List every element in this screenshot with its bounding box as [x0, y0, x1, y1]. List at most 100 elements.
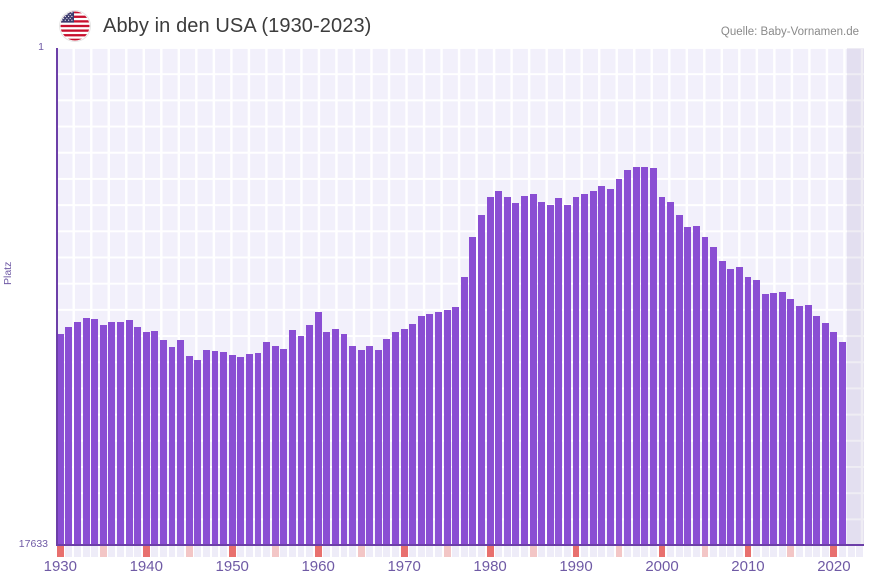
x-axis-tick — [572, 546, 580, 557]
bar — [125, 320, 133, 545]
x-axis-tick — [151, 546, 159, 557]
x-axis-tick — [228, 546, 236, 557]
bar — [288, 330, 296, 545]
x-axis-tick — [160, 546, 167, 557]
x-axis-tick — [271, 546, 279, 557]
x-axis-tick — [323, 546, 331, 557]
bar-series — [56, 48, 864, 545]
bar — [228, 355, 236, 545]
x-axis-tick — [237, 546, 245, 557]
bar — [512, 203, 520, 545]
x-axis-tick — [727, 546, 735, 557]
x-axis-tick — [538, 546, 546, 557]
x-axis-tick — [830, 546, 838, 557]
bar — [151, 331, 159, 545]
bar — [813, 316, 821, 545]
x-axis-tick — [839, 546, 846, 557]
x-axis-tick — [185, 546, 193, 557]
x-axis-tick — [546, 546, 554, 557]
x-axis-tick-label: 1930 — [43, 558, 77, 575]
bar — [469, 236, 477, 545]
x-axis-tick — [649, 546, 657, 557]
bar — [606, 189, 614, 545]
bar — [443, 310, 451, 545]
bar — [220, 352, 228, 545]
x-axis-tick-label: 2000 — [645, 558, 679, 575]
y-axis-top-label: 1 — [38, 41, 44, 53]
bar — [546, 205, 554, 545]
bar — [74, 322, 81, 545]
x-axis-tick — [202, 546, 210, 557]
bar — [374, 350, 382, 545]
x-axis-tick — [753, 546, 760, 557]
x-axis-tick — [245, 546, 253, 557]
bar — [409, 324, 417, 545]
bar — [787, 299, 795, 545]
x-axis-tick — [91, 546, 99, 557]
x-axis-tick — [770, 546, 778, 557]
x-axis-tick — [288, 546, 296, 557]
x-axis-tick — [306, 546, 313, 557]
bar — [804, 305, 812, 545]
x-axis-tick — [56, 546, 64, 557]
x-axis-tick — [804, 546, 812, 557]
bar — [211, 351, 219, 545]
x-axis-tick — [168, 546, 176, 557]
bar — [452, 307, 460, 545]
us-flag-icon — [60, 11, 90, 41]
bar — [478, 214, 485, 545]
bar — [761, 293, 769, 545]
bar — [615, 179, 623, 545]
bar — [821, 323, 829, 545]
bar — [589, 191, 597, 545]
bar — [117, 322, 124, 545]
bar — [142, 332, 150, 545]
x-axis-tick — [366, 546, 374, 557]
plot-area — [56, 48, 864, 545]
bar — [555, 198, 563, 545]
x-axis-tick — [787, 546, 795, 557]
x-axis-tick — [82, 546, 90, 557]
bar — [632, 167, 640, 545]
bar — [314, 312, 322, 545]
source-attribution: Quelle: Baby-Vornamen.de — [720, 26, 859, 38]
x-axis-tick — [503, 546, 511, 557]
bar — [495, 191, 503, 545]
x-axis-tick — [555, 546, 563, 557]
x-axis-tick — [220, 546, 228, 557]
bar — [710, 246, 717, 545]
x-axis-tick — [847, 546, 855, 557]
bar — [237, 357, 245, 545]
x-axis-tick — [615, 546, 623, 557]
x-axis-tick-label: 2010 — [731, 558, 765, 575]
page-title: Abby in den USA (1930-2023) — [103, 15, 372, 37]
x-axis-tick — [142, 546, 150, 557]
bar — [649, 168, 657, 545]
bar — [366, 346, 374, 545]
x-axis-tick — [856, 546, 864, 557]
bar — [56, 333, 64, 545]
bar — [744, 276, 752, 545]
x-axis-tick — [340, 546, 348, 557]
x-axis-tick — [280, 546, 288, 557]
x-axis-tick — [108, 546, 116, 557]
bar — [254, 353, 262, 545]
bar — [349, 346, 356, 545]
bar — [718, 260, 726, 545]
bar — [753, 279, 760, 545]
x-axis-tick-label: 2020 — [817, 558, 851, 575]
bar — [134, 327, 142, 545]
bar — [82, 318, 90, 545]
x-axis-tick — [512, 546, 520, 557]
x-axis-tick — [125, 546, 133, 557]
x-axis-tick — [177, 546, 185, 557]
bar — [581, 194, 589, 545]
bar — [572, 197, 580, 545]
x-axis-tick — [357, 546, 365, 557]
bar — [177, 340, 185, 545]
bar — [830, 332, 838, 545]
bar — [271, 346, 279, 545]
x-axis-tick — [486, 546, 494, 557]
x-axis-tick — [331, 546, 339, 557]
